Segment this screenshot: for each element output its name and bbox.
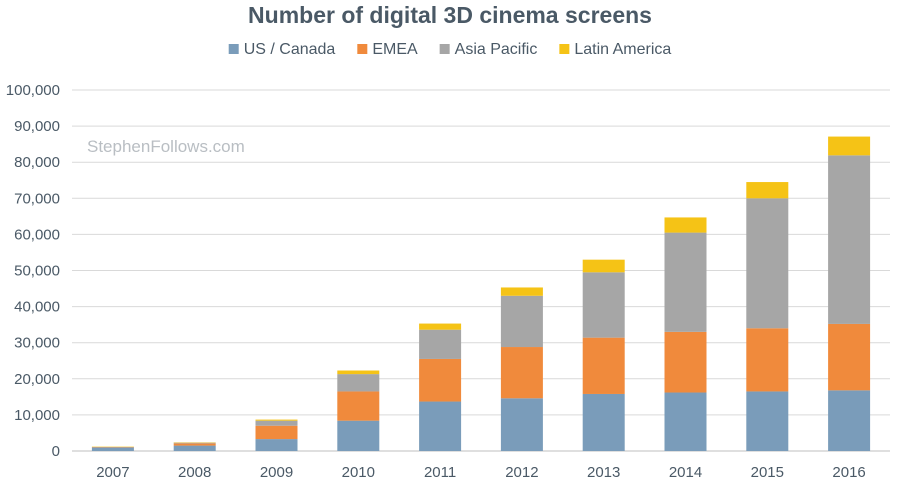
bar-emea-2014	[664, 331, 707, 393]
bar-asia-pacific-2008	[173, 442, 216, 444]
bar-latin-america-2013	[582, 259, 625, 273]
bar-latin-america-2015	[746, 182, 789, 199]
bar-us-canada-2007	[91, 447, 134, 451]
bar-emea-2016	[828, 323, 871, 391]
bar-latin-america-2016	[828, 136, 871, 156]
y-tick-label: 70,000	[14, 190, 60, 207]
y-tick-label: 60,000	[14, 226, 60, 243]
x-tick-label: 2010	[342, 464, 375, 481]
bar-emea-2008	[173, 443, 216, 446]
legend-label: US / Canada	[244, 41, 336, 58]
bar-emea-2013	[582, 337, 625, 394]
bar-emea-2015	[746, 328, 789, 392]
y-tick-label: 100,000	[6, 82, 60, 99]
bar-us-canada-2014	[664, 392, 707, 451]
x-tick-label: 2013	[587, 464, 620, 481]
bar-latin-america-2014	[664, 217, 707, 233]
y-tick-label: 20,000	[14, 371, 60, 388]
bar-asia-pacific-2012	[500, 295, 543, 348]
x-tick-label: 2008	[178, 464, 211, 481]
legend-swatch	[439, 44, 450, 54]
y-tick-label: 30,000	[14, 335, 60, 352]
bar-us-canada-2013	[582, 393, 625, 451]
legend-label: Latin America	[574, 41, 671, 58]
bar-us-canada-2009	[255, 439, 298, 451]
bar-us-canada-2016	[828, 390, 871, 451]
bar-emea-2011	[419, 358, 462, 402]
x-tick-label: 2007	[96, 464, 129, 481]
legend-swatch	[559, 44, 570, 54]
y-tick-label: 80,000	[14, 154, 60, 171]
bar-us-canada-2012	[500, 398, 543, 451]
y-tick-label: 10,000	[14, 407, 60, 424]
bar-emea-2009	[255, 425, 298, 440]
legend-label: Asia Pacific	[455, 41, 538, 58]
x-tick-label: 2014	[669, 464, 702, 481]
legend: US / Canada EMEA Asia Pacific Latin America	[228, 41, 671, 58]
x-tick-label: 2016	[832, 464, 865, 481]
bar-asia-pacific-2010	[337, 374, 380, 392]
legend-label: EMEA	[372, 41, 418, 58]
bar-asia-pacific-2016	[828, 155, 871, 324]
bar-emea-2012	[500, 347, 543, 399]
legend-swatch	[357, 44, 368, 54]
chart-title: Number of digital 3D cinema screens	[248, 2, 652, 28]
bar-asia-pacific-2014	[664, 232, 707, 332]
bar-emea-2010	[337, 391, 380, 421]
y-tick-label: 0	[52, 443, 60, 460]
y-tick-label: 40,000	[14, 299, 60, 316]
bar-us-canada-2015	[746, 391, 789, 451]
y-tick-label: 50,000	[14, 263, 60, 280]
bar-latin-america-2012	[500, 287, 543, 296]
bar-latin-america-2009	[255, 419, 298, 421]
watermark-text: StephenFollows.com	[87, 137, 245, 156]
bar-latin-america-2010	[337, 370, 380, 375]
legend-swatch	[228, 44, 239, 54]
bar-us-canada-2010	[337, 420, 380, 451]
bar-us-canada-2008	[173, 445, 216, 451]
bar-latin-america-2011	[419, 323, 462, 330]
x-tick-label: 2011	[424, 464, 456, 481]
bar-asia-pacific-2013	[582, 272, 625, 338]
bar-asia-pacific-2015	[746, 198, 789, 329]
bar-asia-pacific-2009	[255, 420, 298, 426]
x-tick-label: 2009	[260, 464, 293, 481]
y-tick-label: 90,000	[14, 118, 60, 135]
x-tick-label: 2012	[505, 464, 538, 481]
bar-us-canada-2011	[419, 401, 462, 451]
x-tick-label: 2015	[751, 464, 784, 481]
bar-asia-pacific-2011	[419, 329, 462, 359]
